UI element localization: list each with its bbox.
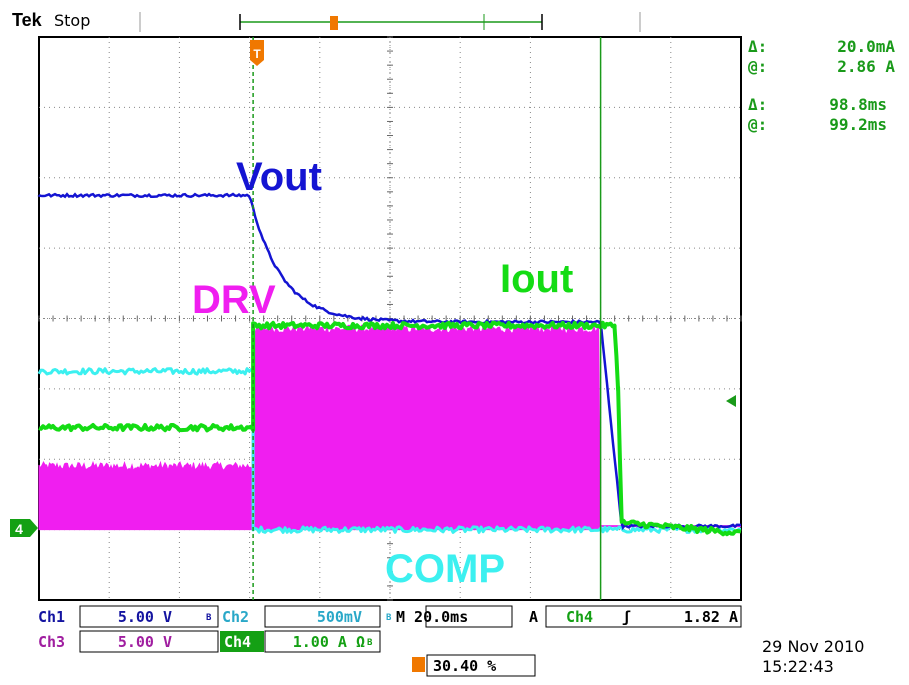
record-position-bar[interactable]	[239, 14, 543, 30]
ch4-label: Ch4	[224, 633, 251, 651]
trigger-slope-icon: ʃ	[622, 608, 631, 626]
time: 15:22:43	[762, 657, 834, 676]
time-at-label: @:	[748, 115, 767, 134]
timebase[interactable]: M 20.0ms	[396, 608, 468, 626]
ch4-label-badge[interactable]	[220, 631, 264, 652]
iout-label: Iout	[500, 257, 573, 301]
ch4-bw-icon: B	[367, 638, 373, 648]
ch2-scale-box[interactable]	[264, 605, 381, 628]
ch3-label: Ch3	[38, 633, 65, 651]
trigger-level: 1.82 A	[684, 608, 738, 626]
acquisition-status: Stop	[54, 11, 90, 30]
comp-label: COMP	[385, 547, 505, 591]
vout-label: Vout	[236, 155, 322, 199]
ch4-ground-label: 4	[15, 521, 23, 537]
time-delta-value: 98.8ms	[829, 95, 887, 114]
trigger-level-arrow[interactable]	[726, 395, 736, 407]
current-delta-label: Δ:	[748, 37, 767, 56]
trigger-source: Ch4	[566, 608, 593, 626]
trigger-position-icon	[412, 657, 425, 672]
ch4-scale: 1.00 A Ω	[293, 633, 365, 651]
date: 29 Nov 2010	[762, 637, 864, 656]
ch1-scale-box[interactable]	[79, 605, 219, 628]
record-trigger-marker	[330, 16, 338, 30]
ch3-scale-box[interactable]	[79, 630, 219, 653]
trigger-position: 30.40 %	[433, 657, 496, 675]
current-delta-value: 20.0mA	[837, 37, 895, 56]
ch1-label: Ch1	[38, 608, 65, 626]
drv-label: DRV	[192, 278, 276, 322]
ch3-scale: 5.00 V	[118, 633, 172, 651]
brand-label: Tek	[12, 10, 43, 30]
ch2-scale: 500mV	[317, 608, 362, 626]
ch1-bw-icon: B	[206, 613, 212, 623]
ch2-bw-icon: B	[386, 613, 392, 623]
comp-series	[37, 367, 741, 534]
trigger-mode: A	[529, 608, 538, 626]
time-at-value: 99.2ms	[829, 115, 887, 134]
timebase-box	[425, 605, 513, 628]
ch4-ground-marker[interactable]: 4	[10, 519, 38, 537]
current-at-value: 2.86 A	[837, 57, 895, 76]
traces	[37, 37, 742, 600]
ch1-scale: 5.00 V	[118, 608, 172, 626]
current-at-label: @:	[748, 57, 767, 76]
ch4-scale-box[interactable]	[264, 630, 381, 653]
ch2-label: Ch2	[222, 608, 249, 626]
trigger-position-box[interactable]	[426, 654, 536, 677]
trigger-box[interactable]	[545, 605, 742, 628]
trigger-position-marker[interactable]: T	[250, 40, 264, 66]
time-delta-label: Δ:	[748, 95, 767, 114]
vout-series	[37, 192, 742, 531]
iout-series	[38, 320, 742, 537]
trigger-glyph: T	[253, 47, 261, 61]
